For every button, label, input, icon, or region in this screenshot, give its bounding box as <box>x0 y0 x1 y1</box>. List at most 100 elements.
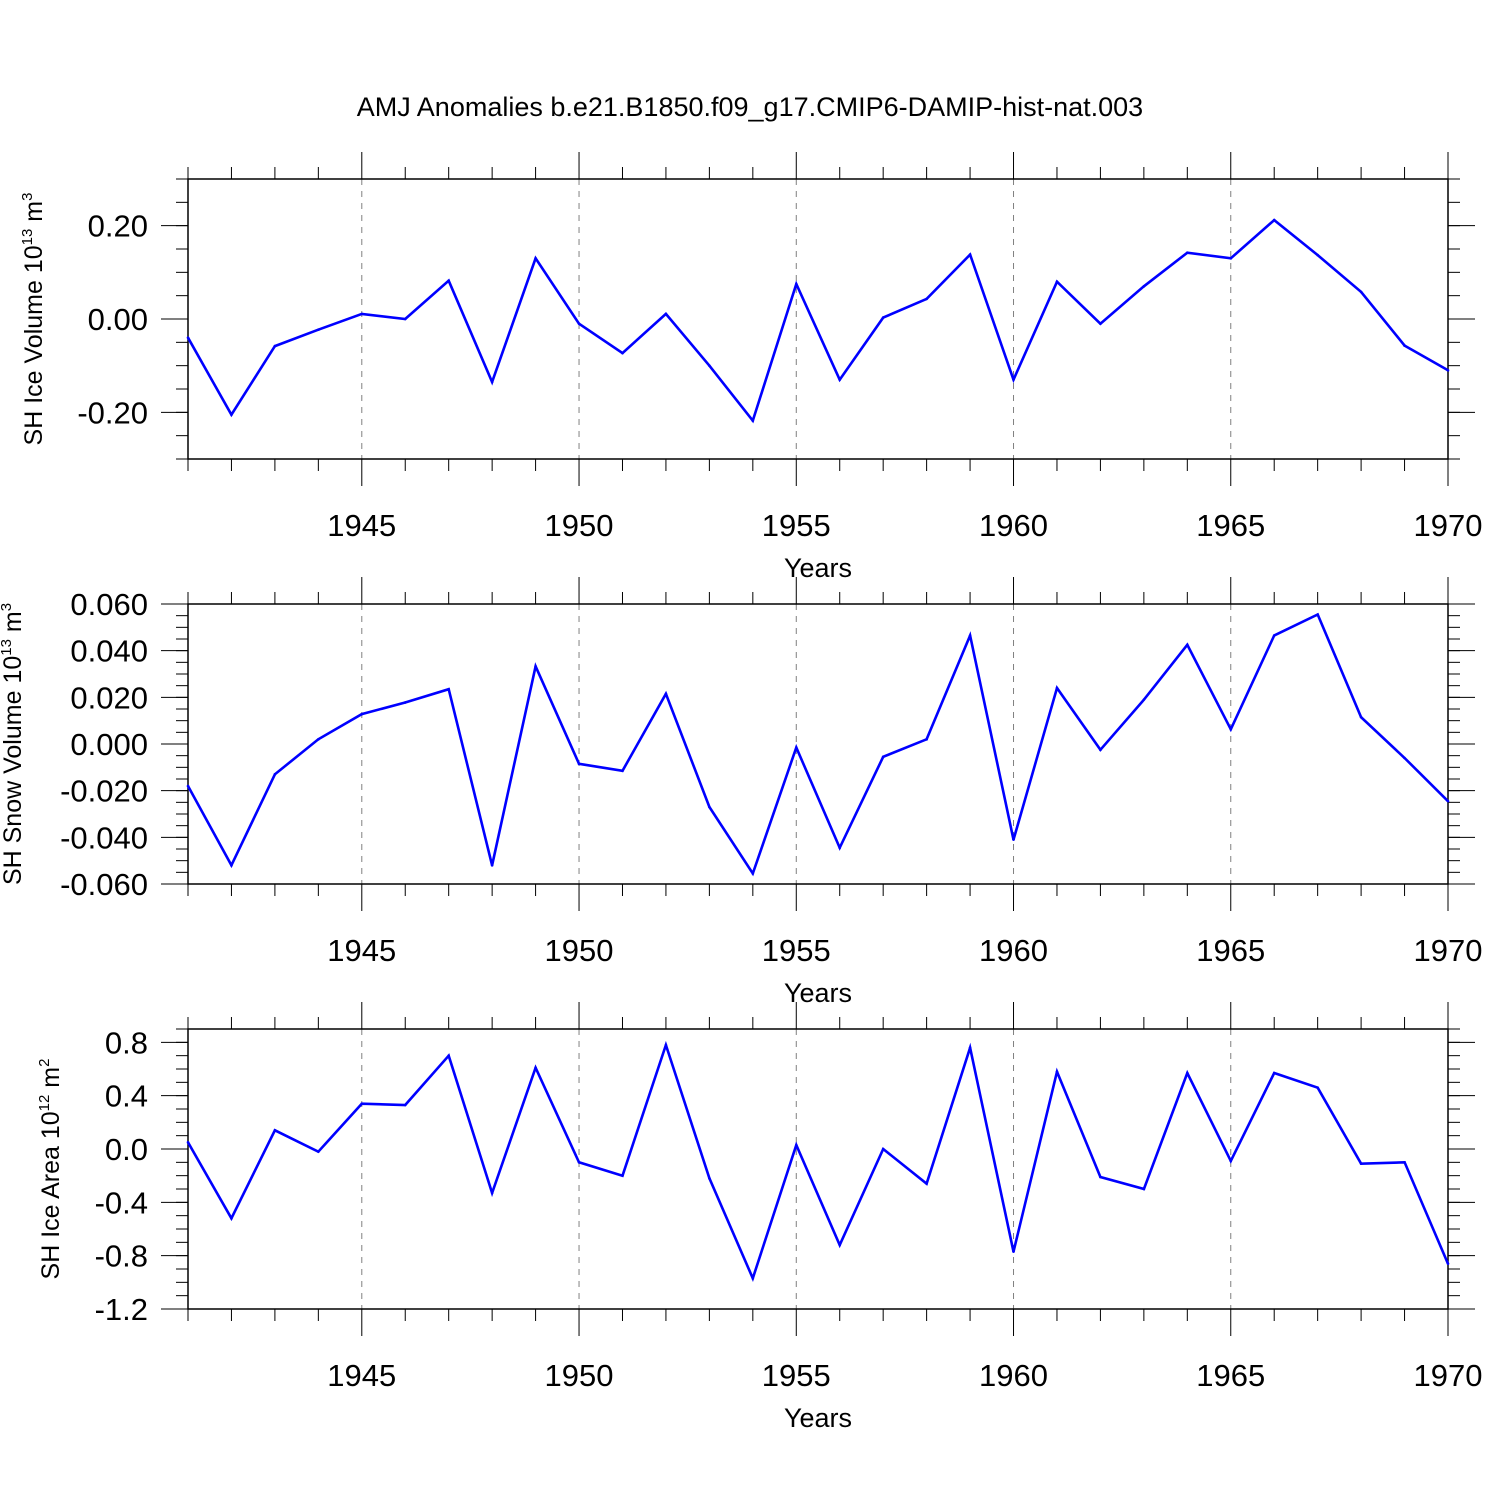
x-tick-label: 1955 <box>762 933 831 968</box>
data-point <box>708 1177 711 1180</box>
y-axis-label-unit: m <box>20 201 48 229</box>
data-point <box>534 1066 537 1069</box>
data-point <box>186 336 190 339</box>
data-point <box>1142 1187 1146 1191</box>
data-point <box>577 322 581 325</box>
data-point <box>490 380 494 384</box>
x-tick-label: 1970 <box>1414 933 1483 968</box>
y-tick-label: -0.8 <box>95 1239 148 1274</box>
data-point <box>490 864 494 867</box>
y-tick-label: -0.040 <box>60 820 148 855</box>
data-point <box>1359 290 1363 294</box>
data-point <box>1272 1071 1276 1075</box>
data-point <box>925 1182 928 1185</box>
data-point <box>230 864 233 867</box>
series-line-sh-ice-area <box>186 1040 1450 1282</box>
data-point <box>186 1141 190 1144</box>
x-tick-label: 1965 <box>1196 1358 1265 1393</box>
data-point <box>664 312 668 316</box>
plot-frame <box>187 603 1449 885</box>
y-axis-label-exp2: 3 <box>19 193 36 201</box>
y-axis-label-unit: m <box>0 611 27 639</box>
data-point <box>664 692 668 696</box>
data-point <box>621 351 624 355</box>
x-tick-label: 1945 <box>327 1358 396 1393</box>
data-point <box>1012 378 1015 381</box>
chart-panel-3: 1945 1950 1955 1960 1965 1970 Years -1.2 -0.8 -0.… <box>36 1002 1482 1433</box>
data-point <box>1359 715 1363 719</box>
data-point <box>1099 748 1102 752</box>
y-axis-label-text: SH Snow Volume 10 <box>0 656 27 885</box>
data-point <box>1186 643 1189 647</box>
data-point <box>1446 369 1450 372</box>
data-point <box>273 1129 277 1132</box>
y-tick-label: 0.00 <box>88 302 148 337</box>
y-tick-label: 0.20 <box>88 209 148 244</box>
data-point <box>1272 218 1276 222</box>
data-point <box>1186 251 1189 255</box>
plot-frame <box>187 1028 1449 1310</box>
data-point <box>708 364 711 367</box>
data-point <box>273 344 277 348</box>
data-point <box>230 413 233 416</box>
y-axis-label: SH Ice Volume 1013 m3 <box>19 193 48 446</box>
y-tick-label: -0.020 <box>60 774 148 809</box>
data-point <box>621 769 624 773</box>
data-point <box>1012 1250 1015 1253</box>
data-point <box>838 378 842 381</box>
y-axis-label-text: SH Ice Volume 10 <box>20 245 48 445</box>
data-point <box>968 253 972 256</box>
data-point <box>273 773 277 776</box>
panels: 1945 1950 1955 1960 1965 1970 Years -0.20 0.00 0.… <box>0 152 1482 1433</box>
data-point <box>317 738 320 741</box>
y-axis-label-unit: m <box>37 1067 65 1095</box>
y-axis-label-exp2: 3 <box>0 603 15 611</box>
y-tick-label: -0.4 <box>95 1185 148 1220</box>
data-point <box>1142 698 1146 701</box>
data-point <box>1229 728 1233 731</box>
x-tick-label: 1950 <box>545 1358 614 1393</box>
x-tick-label: 1960 <box>979 933 1048 968</box>
y-axis-label-exp2: 2 <box>36 1059 53 1067</box>
data-point <box>1403 344 1406 347</box>
y-tick-label: -0.060 <box>60 867 148 902</box>
y-tick-label: -1.2 <box>95 1292 148 1327</box>
data-point <box>1186 1071 1189 1075</box>
data-point <box>881 1147 885 1151</box>
data-point <box>1055 280 1059 283</box>
data-point <box>621 1174 624 1177</box>
data-point <box>708 805 711 809</box>
data-point <box>317 328 320 332</box>
data-point <box>360 312 364 316</box>
x-tick-label: 1970 <box>1414 1358 1483 1393</box>
x-axis-label: Years <box>784 553 852 583</box>
data-point <box>1099 1175 1102 1179</box>
data-point <box>1316 1086 1319 1089</box>
data-point <box>1229 257 1233 260</box>
data-point <box>360 1102 364 1105</box>
data-point <box>881 755 885 759</box>
data-point <box>1272 634 1276 637</box>
data-point <box>1316 253 1319 257</box>
data-point <box>968 1046 972 1049</box>
data-point <box>794 1143 798 1147</box>
data-point <box>1012 838 1015 841</box>
x-tick-label: 1970 <box>1414 508 1483 543</box>
data-point <box>751 419 755 423</box>
data-point <box>1142 285 1146 288</box>
data-point <box>1099 322 1102 325</box>
data-point <box>186 784 190 788</box>
y-tick-label: 0.8 <box>105 1025 148 1060</box>
chart-panel-2: 1945 1950 1955 1960 1965 1970 Years -0.060 -0.04… <box>0 577 1482 1008</box>
series-line-sh-ice-volume <box>186 218 1449 424</box>
data-point <box>447 687 450 691</box>
plot-frame <box>187 178 1449 460</box>
data-point <box>447 1054 450 1057</box>
data-point <box>230 1217 233 1220</box>
data-point <box>881 316 885 319</box>
y-axis-label-exp1: 13 <box>0 639 15 656</box>
y-tick-label: -0.20 <box>77 395 148 430</box>
x-tick-label: 1955 <box>762 508 831 543</box>
data-point <box>794 282 798 286</box>
data-point <box>1055 686 1059 690</box>
